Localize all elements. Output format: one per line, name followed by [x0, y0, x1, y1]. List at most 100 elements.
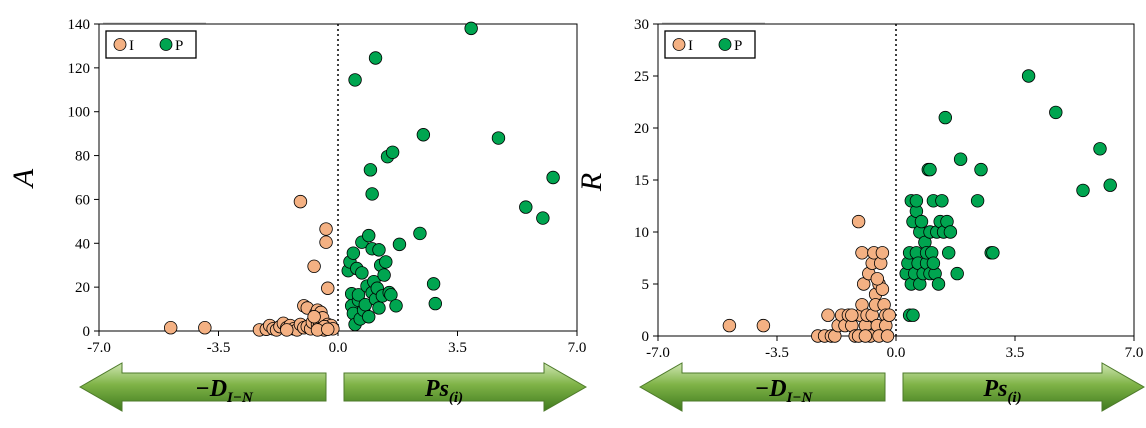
y-tick-label: 30	[634, 17, 649, 33]
y-axis-label: R	[575, 173, 608, 192]
data-point-P	[931, 277, 946, 291]
y-tick-label: 5	[642, 277, 650, 293]
data-point-I	[845, 308, 859, 322]
legend-marker-I	[113, 38, 127, 51]
right-arrow-subscript: (i)	[449, 390, 463, 406]
right-arrow-subscript: (i)	[1007, 390, 1021, 406]
data-point-P	[943, 225, 958, 239]
data-point-P	[346, 246, 361, 260]
data-point-P	[986, 246, 1000, 260]
y-tick-label: 140	[68, 17, 91, 33]
data-point-P	[355, 266, 369, 280]
series-I	[163, 194, 340, 337]
data-point-P	[389, 299, 403, 313]
data-point-P	[914, 214, 929, 229]
y-tick-label: 25	[634, 69, 649, 85]
x-tick-label: -7.0	[646, 345, 670, 361]
data-point-P	[935, 194, 949, 208]
data-point-P	[953, 152, 968, 166]
data-point-I	[319, 235, 333, 249]
legend-label-P: P	[734, 38, 742, 54]
series-P	[899, 69, 1117, 322]
left-arrow-subscript: I−N	[226, 390, 254, 406]
y-tick-label: 60	[75, 192, 90, 208]
data-point-P	[379, 255, 393, 269]
left-arrow	[78, 362, 327, 412]
legend-label-I: I	[688, 38, 693, 54]
data-point-I	[858, 329, 873, 343]
data-point-P	[351, 288, 366, 302]
legend-label-I: I	[129, 38, 134, 54]
data-point-I	[756, 318, 771, 333]
data-point-P	[368, 51, 383, 65]
data-point-P	[384, 288, 398, 302]
data-point-P	[909, 194, 924, 208]
x-tick-label: 7.0	[1125, 345, 1144, 361]
data-point-I	[851, 214, 866, 229]
data-point-P	[1021, 69, 1036, 83]
data-point-P	[938, 110, 953, 125]
data-point-P	[1076, 183, 1090, 198]
x-tick-label: -3.5	[765, 345, 789, 361]
legend-label-P: P	[175, 38, 183, 54]
x-tick-label: -7.0	[87, 340, 111, 356]
arrow-pair-2: −DI−N Ps(i)	[638, 362, 1146, 412]
data-point-I	[722, 318, 737, 333]
data-point-P	[413, 226, 427, 241]
data-point-P	[491, 131, 506, 145]
data-point-P	[348, 73, 362, 87]
data-point-I	[870, 272, 885, 286]
data-point-P	[385, 145, 400, 159]
left-arrow-label: −DI−N	[195, 376, 254, 406]
data-point-P	[362, 310, 376, 324]
y-tick-label: 20	[634, 121, 649, 137]
arrow-pair-1: −DI−N Ps(i)	[78, 362, 588, 412]
data-point-P	[974, 162, 988, 177]
left-arrow-subscript: I−N	[786, 390, 814, 406]
legend-marker-P	[159, 38, 173, 51]
data-point-I	[875, 246, 890, 260]
data-point-P	[392, 237, 407, 252]
legend-marker-P	[718, 38, 732, 51]
data-point-P	[546, 170, 560, 185]
y-tick-label: 0	[642, 329, 650, 345]
data-point-P	[365, 187, 379, 201]
x-tick-label: 7.0	[568, 340, 587, 356]
y-axis-label: A	[7, 168, 40, 189]
data-point-P	[464, 21, 478, 36]
data-point-I	[163, 321, 178, 335]
y-tick-label: 80	[75, 149, 90, 165]
data-point-P	[923, 162, 937, 177]
y-tick-label: 120	[68, 61, 91, 77]
left-arrow	[638, 362, 886, 412]
data-point-P	[1093, 142, 1107, 156]
series-P	[341, 21, 560, 332]
data-point-P	[377, 268, 391, 282]
y-tick-label: 100	[68, 105, 91, 121]
data-point-P	[926, 256, 941, 270]
data-point-P	[416, 128, 431, 142]
data-point-P	[372, 243, 386, 257]
data-point-I	[293, 194, 308, 209]
data-point-I	[821, 308, 835, 322]
data-point-P	[428, 296, 443, 311]
data-point-I	[307, 259, 321, 274]
data-point-P	[536, 211, 550, 225]
x-tick-label: 0.0	[887, 345, 906, 361]
y-tick-label: 20	[75, 280, 90, 296]
data-point-P	[372, 301, 386, 315]
right-arrow	[902, 362, 1146, 412]
data-point-P	[950, 266, 964, 281]
data-point-P	[970, 194, 985, 208]
data-point-I	[882, 308, 896, 322]
data-point-P	[363, 163, 378, 177]
data-point-I	[880, 329, 895, 343]
data-point-P	[426, 277, 441, 291]
data-point-I	[319, 222, 333, 236]
data-point-I	[321, 281, 335, 295]
